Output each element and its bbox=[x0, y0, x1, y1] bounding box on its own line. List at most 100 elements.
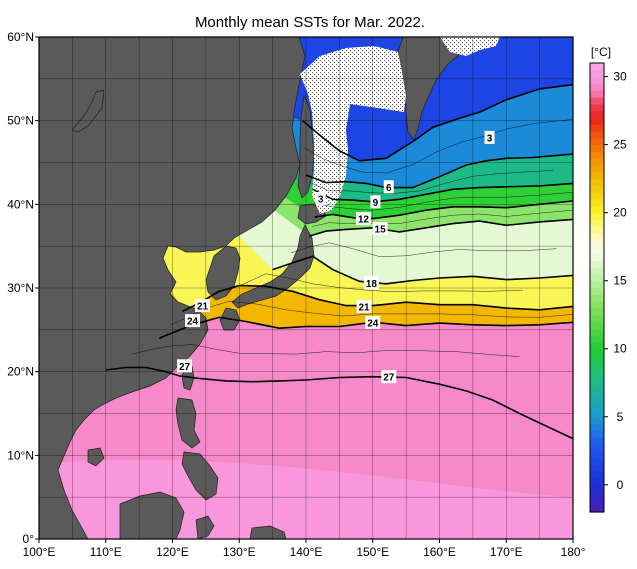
isotherm-label: 27 bbox=[383, 373, 395, 384]
isotherm-minor bbox=[132, 344, 520, 357]
isotherm-label: 6 bbox=[386, 183, 392, 194]
colorbar-swatch bbox=[590, 396, 604, 404]
chart-title: Monthly mean SSTs for Mar. 2022. bbox=[195, 14, 425, 31]
colorbar-tick-label: 30 bbox=[613, 70, 627, 84]
ice-okhotsk bbox=[300, 46, 406, 214]
colorbar-swatch bbox=[590, 267, 604, 275]
land-hainan bbox=[87, 447, 105, 467]
isotherm-label-bg bbox=[315, 191, 326, 205]
colorbar-swatch bbox=[590, 443, 604, 452]
isotherm-label: 18 bbox=[366, 279, 378, 290]
colorbar-swatch bbox=[590, 83, 604, 91]
colorbar-swatch bbox=[590, 416, 604, 425]
colorbar-swatch bbox=[590, 287, 604, 295]
y-tick-label: 0° bbox=[23, 532, 35, 546]
isotherm-lines bbox=[105, 83, 573, 440]
isotherm-minor bbox=[313, 191, 573, 211]
colorbar-swatch bbox=[590, 471, 604, 479]
colorbar-swatch bbox=[590, 246, 604, 255]
colorbar-tick-label: 20 bbox=[613, 206, 627, 220]
colorbar-swatch bbox=[590, 171, 604, 180]
isotherm-minor bbox=[309, 170, 554, 194]
colorbar-swatch bbox=[590, 233, 604, 241]
isotherm-27 bbox=[105, 366, 573, 440]
colorbar-unit: [°C] bbox=[591, 45, 611, 59]
isotherm-12 bbox=[314, 200, 573, 220]
colorbar-swatch bbox=[590, 369, 604, 377]
isotherm-label: 9 bbox=[373, 198, 379, 209]
colorbar-swatch bbox=[590, 239, 604, 248]
isotherm-15 bbox=[309, 218, 573, 237]
isotherm-label-bg bbox=[370, 195, 381, 209]
isotherm-minor bbox=[311, 209, 573, 227]
sea-ice bbox=[300, 37, 500, 214]
x-tick-label: 140°E bbox=[290, 545, 323, 559]
colorbar-swatch bbox=[590, 437, 604, 445]
isotherm-label: 3 bbox=[487, 133, 493, 144]
x-tick-label: 160°E bbox=[423, 545, 456, 559]
y-tick-label: 20°N bbox=[7, 365, 34, 379]
colorbar-swatch bbox=[590, 382, 604, 391]
x-tick-label: 110°E bbox=[90, 545, 122, 559]
isotherm-label-bg bbox=[195, 299, 211, 313]
colorbar-swatch bbox=[590, 199, 604, 207]
isotherm-label: 24 bbox=[187, 317, 199, 328]
ice-bering bbox=[440, 37, 500, 56]
colorbar-swatch bbox=[590, 457, 604, 465]
isotherm-label-bg bbox=[356, 299, 372, 313]
colorbar-swatch bbox=[590, 328, 604, 336]
isotherm-minor bbox=[227, 273, 523, 293]
colorbar-swatch bbox=[590, 151, 604, 159]
colorbar-swatch bbox=[590, 212, 604, 221]
colorbar-swatch bbox=[590, 307, 604, 316]
x-tick-label: 150°E bbox=[356, 545, 389, 559]
colorbar-swatch bbox=[590, 178, 604, 187]
colorbar-swatch bbox=[590, 90, 604, 98]
land-borneo bbox=[119, 491, 185, 539]
colorbar-swatch bbox=[590, 273, 604, 282]
isotherm-label-bg bbox=[372, 222, 388, 236]
isotherm-21 bbox=[182, 284, 573, 313]
colorbar-swatch bbox=[590, 124, 604, 132]
isotherm-label-bg bbox=[363, 276, 379, 290]
colorbar-swatches bbox=[589, 62, 605, 513]
x-tick-label: 170°E bbox=[490, 545, 523, 559]
colorbar: [°C] 0 5 10 15 20 25 30 bbox=[589, 45, 627, 513]
x-tick-label: 180° bbox=[561, 545, 586, 559]
isotherm-minor bbox=[290, 242, 557, 257]
y-tick-label: 30°N bbox=[7, 281, 34, 295]
isotherm-label: 24 bbox=[367, 318, 379, 329]
colorbar-swatch bbox=[590, 260, 604, 268]
colorbar-swatch bbox=[590, 76, 604, 85]
isotherm-label: 3 bbox=[318, 194, 324, 205]
land-luzon bbox=[175, 397, 201, 449]
x-tick-label: 100°E bbox=[23, 545, 56, 559]
isotherm-label-bg bbox=[381, 370, 397, 384]
colorbar-swatch bbox=[590, 341, 604, 350]
isotherm-6 bbox=[305, 153, 573, 189]
colorbar-tick-label: 25 bbox=[613, 138, 627, 152]
colorbar-swatch bbox=[590, 355, 604, 363]
isotherm-18 bbox=[272, 255, 573, 285]
colorbar-swatch bbox=[590, 321, 604, 329]
colorbar-swatch bbox=[590, 348, 604, 357]
land-shantar bbox=[71, 89, 105, 133]
colorbar-swatch bbox=[590, 301, 604, 309]
colorbar-swatch bbox=[590, 226, 604, 234]
colorbar-swatch bbox=[590, 144, 604, 153]
isotherm-label: 15 bbox=[375, 225, 387, 236]
isotherm-label: 12 bbox=[358, 215, 370, 226]
colorbar-swatch bbox=[590, 498, 604, 506]
colorbar-swatch bbox=[590, 185, 604, 193]
isotherm-label-bg bbox=[383, 180, 394, 194]
colorbar-swatch bbox=[590, 477, 604, 486]
colorbar-swatch bbox=[590, 205, 604, 214]
colorbar-swatch bbox=[590, 491, 604, 499]
colorbar-swatch bbox=[590, 219, 604, 227]
x-tick-label: 120°E bbox=[156, 545, 189, 559]
isotherm-label-bg bbox=[355, 212, 371, 226]
colorbar-swatch bbox=[590, 389, 604, 397]
colorbar-ticks: 0 5 10 15 20 25 30 bbox=[604, 70, 627, 492]
land-new-guinea bbox=[249, 525, 287, 539]
